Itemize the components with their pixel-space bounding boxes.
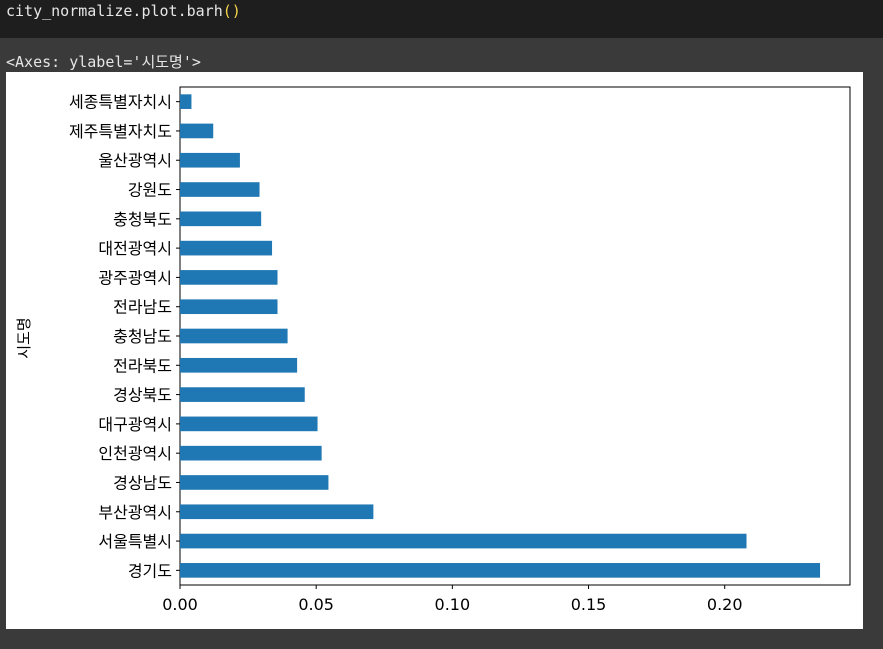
y-axis-label: 시도명 [15,317,33,358]
y-tick-label: 서울특별시 [98,532,172,551]
code-text: city_normalize.plot.barh [6,2,223,20]
bar-7 [180,357,298,373]
y-tick-label: 대구광역시 [98,415,172,434]
bar-4 [180,445,322,461]
bar-13 [180,182,260,197]
bar-2 [180,504,374,520]
bar-10 [180,270,278,285]
bar-16 [180,94,192,109]
x-tick-label: 0.15 [571,595,607,614]
bars-group [180,94,821,578]
x-tick-label: 0.10 [435,595,471,614]
y-tick-label: 충청남도 [113,327,172,346]
code-paren-close: ) [231,2,241,20]
bar-5 [180,416,318,432]
y-ticks-group: 경기도 서울특별시 부산광역시 경상남도 인천광역시 대구광역시 경상북도 전라북도 충청남도 전… [69,93,180,580]
bar-8 [180,328,288,344]
x-ticks-group: 0.00 0.05 0.10 0.15 0.20 [162,585,743,614]
y-tick-label: 강원도 [128,181,172,200]
code-cell[interactable]: city_normalize.plot.barh() [0,0,883,38]
y-tick-label: 경상북도 [113,386,172,405]
code-paren-open: ( [222,2,232,20]
bar-12 [180,211,262,227]
bar-9 [180,299,278,315]
bar-0 [180,563,821,578]
y-tick-label: 광주광역시 [98,268,172,287]
y-tick-label: 울산광역시 [98,151,172,170]
bar-15 [180,123,214,139]
y-tick-label: 인천광역시 [98,444,172,463]
y-tick-label: 제주특별자치도 [69,122,172,141]
bar-6 [180,387,305,402]
y-tick-label: 전라북도 [113,356,172,375]
bar-3 [180,475,329,490]
y-tick-label: 경상남도 [113,473,172,492]
plot-output: 시도명 경기도 서울특별시 부산광역시 경상남도 인천광역시 대구광역시 경상북도 전라북도 충… [6,72,863,629]
x-tick-label: 0.00 [162,595,198,614]
bar-14 [180,152,240,168]
y-tick-label: 전라남도 [113,298,172,317]
output-repr: <Axes: ylabel='시도명'> [6,53,201,71]
code-line[interactable]: city_normalize.plot.barh() [6,2,241,20]
barh-chart: 시도명 경기도 서울특별시 부산광역시 경상남도 인천광역시 대구광역시 경상북도 전라북도 충… [15,86,851,614]
y-tick-label: 부산광역시 [98,503,172,522]
bar-11 [180,240,273,256]
x-tick-label: 0.20 [707,595,743,614]
y-tick-label: 경기도 [128,561,172,580]
y-tick-label: 대전광역시 [98,239,172,258]
y-tick-label: 세종특별자치시 [69,93,172,112]
y-tick-label: 충청북도 [113,210,172,229]
bar-1 [180,533,747,549]
x-tick-label: 0.05 [298,595,334,614]
cell-footer [0,629,883,649]
